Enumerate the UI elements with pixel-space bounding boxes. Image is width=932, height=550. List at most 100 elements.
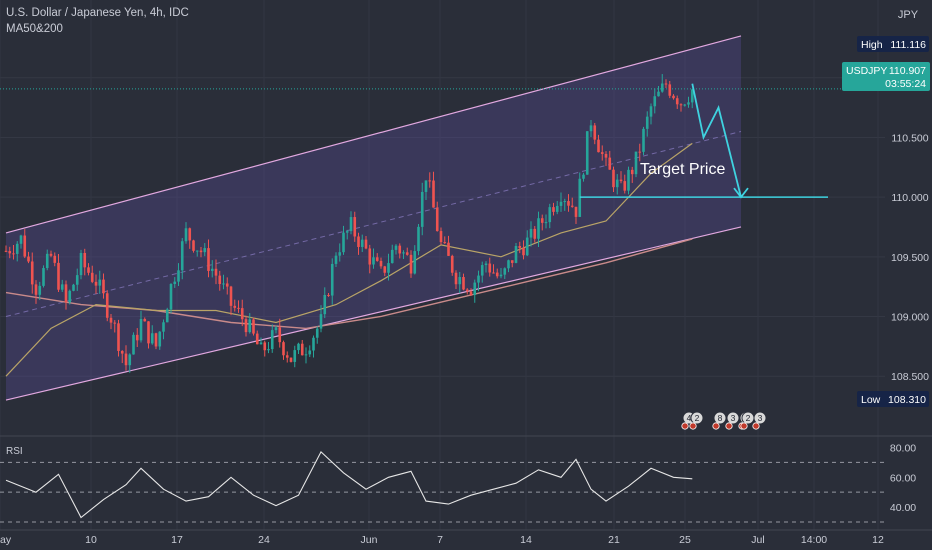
flag-icon [752,422,760,430]
event-marker[interactable]: 3 [725,411,740,430]
high-label: High [861,39,883,51]
time-tick-label: 7 [437,534,443,546]
candle [263,340,267,357]
high-badge: High 111.116 [857,36,929,52]
candle [563,198,567,211]
candle [8,246,12,259]
candle [428,172,432,188]
candle [87,263,90,276]
time-tick-label: Jul [751,534,764,546]
candle [38,281,42,301]
candle [525,230,529,257]
candle [315,326,319,344]
candle [12,244,15,260]
candle [522,240,525,260]
time-axis[interactable]: ay 10 17 24 Jun 7 14 21 25 Jul 14:00 12 [0,529,932,546]
candle [597,134,600,153]
time-tick-label: 17 [171,534,183,546]
candle [240,299,244,327]
candle [582,172,585,182]
event-marker[interactable]: 8 [712,411,727,430]
low-value: 108.310 [888,394,926,406]
candle [293,345,297,368]
candle [259,337,263,345]
forecast-path[interactable] [691,83,742,198]
candle [169,283,173,314]
candle [567,194,570,212]
candle [102,273,105,299]
candle [687,96,690,108]
candle [180,238,184,280]
candle [42,265,45,288]
candle [334,252,338,268]
candle [60,279,64,292]
candle [679,103,683,112]
candle [199,246,203,258]
channel-upper-line[interactable] [5,35,742,234]
candle [323,287,327,319]
candle [492,264,495,274]
candle [64,280,68,310]
time-tick-label: 10 [85,534,97,546]
flag-icon [712,422,720,430]
candle [469,288,473,296]
channel-lower-line[interactable] [5,226,742,401]
candle [143,317,147,322]
candle [465,288,469,295]
candle [424,180,428,201]
candle [420,182,424,236]
rsi-tick-label: 80.00 [890,442,916,454]
candle [518,241,522,254]
candle [289,357,293,363]
candles [4,74,694,373]
candle [184,222,188,244]
candle [270,324,274,353]
candle [98,270,102,294]
candle [162,319,165,340]
event-marker-count: 3 [731,413,736,423]
target-price-label: Target Price [640,161,725,178]
candle [338,243,342,262]
event-marker-count: 2 [746,413,751,423]
candle [158,331,162,350]
candle [113,320,117,333]
event-marker[interactable]: 2 [689,411,704,430]
event-marker[interactable]: 3 [752,411,767,430]
candle [638,143,642,162]
candle [627,166,630,195]
candle [390,244,394,264]
event-markers[interactable]: 4283323 [681,411,767,430]
time-tick-label: 24 [258,534,270,546]
candle [574,206,578,225]
candle [27,251,30,264]
rsi-label: RSI [6,446,23,457]
channel-fill [6,35,741,401]
candle [229,285,233,316]
channel-midline [5,130,742,317]
flag-icon [725,422,733,430]
candle [417,223,420,256]
candle [619,171,623,184]
candle [327,292,330,297]
rsi-axis[interactable]: 80.00 60.00 40.00 [890,442,916,514]
candle [150,325,154,345]
candle [473,279,477,303]
time-tick-label: 21 [608,534,620,546]
candle [507,259,510,273]
candle [195,250,199,257]
candle [529,221,533,247]
candle [657,85,660,97]
candle [68,289,72,305]
price-tick-label: 108.500 [891,371,929,383]
indicator-label: MA50&200 [6,23,63,35]
candle [604,151,608,167]
price-tick-label: 110.500 [891,132,928,144]
candle [555,200,559,215]
candle [132,332,135,355]
candle [19,234,23,249]
candle [222,274,225,290]
candle [600,145,604,161]
candle [192,239,195,253]
candle [30,252,34,294]
